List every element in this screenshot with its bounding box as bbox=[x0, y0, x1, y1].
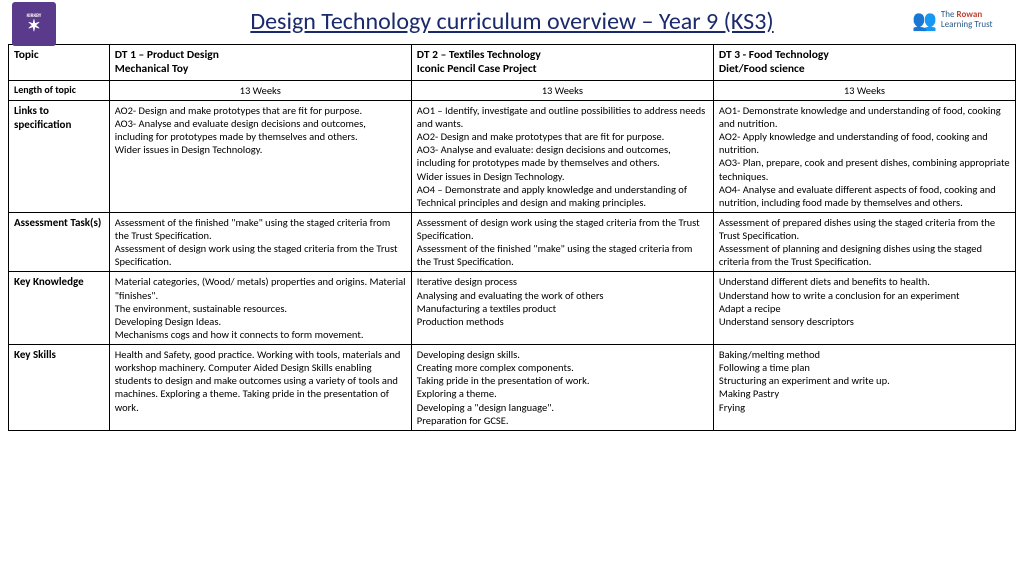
row-length: Length of topic 13 Weeks 13 Weeks 13 Wee… bbox=[9, 80, 1016, 100]
cell-links-dt1: AO2- Design and make prototypes that are… bbox=[109, 100, 411, 212]
row-assessment: Assessment Task(s) Assessment of the fin… bbox=[9, 212, 1016, 272]
page-title: Design Technology curriculum overview – … bbox=[250, 7, 773, 36]
cell-length-dt2: 13 Weeks bbox=[411, 80, 713, 100]
cell-knowledge-dt2: Iterative design process Analysing and e… bbox=[411, 272, 713, 345]
row-label-length: Length of topic bbox=[9, 80, 110, 100]
row-knowledge: Key Knowledge Material categories, (Wood… bbox=[9, 272, 1016, 345]
rowan-logo: 👥 The Rowan Learning Trust bbox=[912, 2, 1012, 38]
page-header: KIRKBY ✶ Design Technology curriculum ov… bbox=[0, 0, 1024, 40]
cell-skills-dt3: Baking/melting method Following a time p… bbox=[713, 345, 1015, 431]
curriculum-table: Topic DT 1 – Product Design Mechanical T… bbox=[8, 44, 1016, 431]
rowan-logo-text: The Rowan Learning Trust bbox=[941, 10, 993, 30]
cell-skills-dt2: Developing design skills. Creating more … bbox=[411, 345, 713, 431]
topic-label: Topic bbox=[9, 45, 110, 81]
kirkby-logo: KIRKBY ✶ bbox=[12, 2, 56, 46]
cell-length-dt3: 13 Weeks bbox=[713, 80, 1015, 100]
row-links: Links to specification AO2- Design and m… bbox=[9, 100, 1016, 212]
row-label-knowledge: Key Knowledge bbox=[9, 272, 110, 345]
row-label-skills: Key Skills bbox=[9, 345, 110, 431]
row-label-assessment: Assessment Task(s) bbox=[9, 212, 110, 272]
cell-links-dt2: AO1 – Identify, investigate and outline … bbox=[411, 100, 713, 212]
cell-knowledge-dt1: Material categories, (Wood/ metals) prop… bbox=[109, 272, 411, 345]
cell-assessment-dt3: Assessment of prepared dishes using the … bbox=[713, 212, 1015, 272]
table-header-row: Topic DT 1 – Product Design Mechanical T… bbox=[9, 45, 1016, 81]
col-dt2-header: DT 2 – Textiles Technology Iconic Pencil… bbox=[411, 45, 713, 81]
row-label-links: Links to specification bbox=[9, 100, 110, 212]
cell-assessment-dt1: Assessment of the finished "make" using … bbox=[109, 212, 411, 272]
col-dt1-header: DT 1 – Product Design Mechanical Toy bbox=[109, 45, 411, 81]
cell-skills-dt1: Health and Safety, good practice. Workin… bbox=[109, 345, 411, 431]
people-icon: 👥 bbox=[912, 8, 937, 33]
cell-knowledge-dt3: Understand different diets and benefits … bbox=[713, 272, 1015, 345]
col-dt3-header: DT 3 - Food Technology Diet/Food science bbox=[713, 45, 1015, 81]
cell-links-dt3: AO1- Demonstrate knowledge and understan… bbox=[713, 100, 1015, 212]
row-skills: Key Skills Health and Safety, good pract… bbox=[9, 345, 1016, 431]
cell-length-dt1: 13 Weeks bbox=[109, 80, 411, 100]
cell-assessment-dt2: Assessment of design work using the stag… bbox=[411, 212, 713, 272]
star-icon: ✶ bbox=[27, 19, 40, 35]
